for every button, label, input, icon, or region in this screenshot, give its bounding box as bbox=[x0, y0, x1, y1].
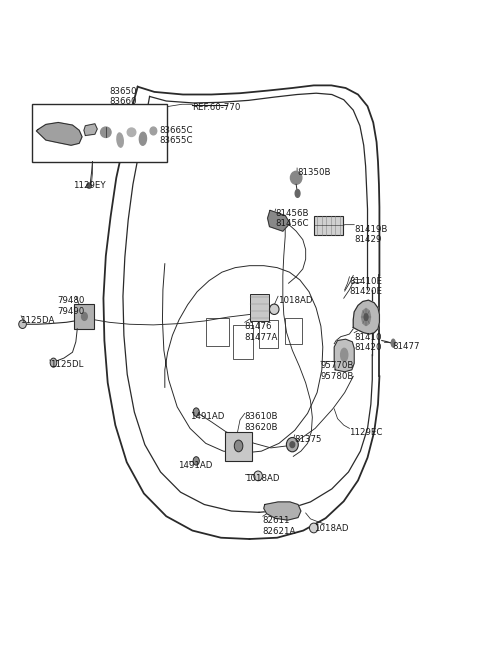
Ellipse shape bbox=[101, 127, 111, 138]
Text: 1491AD: 1491AD bbox=[190, 412, 225, 421]
Text: 81410
81420: 81410 81420 bbox=[354, 333, 382, 352]
Ellipse shape bbox=[295, 189, 300, 197]
Text: 1018AD: 1018AD bbox=[314, 524, 348, 533]
Bar bbox=[32, 104, 167, 162]
Bar bbox=[225, 432, 252, 461]
Ellipse shape bbox=[127, 128, 136, 136]
Polygon shape bbox=[36, 122, 82, 145]
Bar bbox=[259, 320, 278, 348]
Text: 81477: 81477 bbox=[392, 342, 420, 351]
Ellipse shape bbox=[341, 348, 348, 362]
Text: 81456B
81456C: 81456B 81456C bbox=[276, 209, 309, 229]
Text: 1125DA: 1125DA bbox=[20, 316, 55, 325]
Text: 81419B
81429: 81419B 81429 bbox=[354, 225, 387, 244]
Polygon shape bbox=[84, 124, 97, 136]
Text: 79480
79490: 79480 79490 bbox=[57, 296, 84, 316]
Text: 1491AD: 1491AD bbox=[178, 461, 213, 470]
Text: 1125DL: 1125DL bbox=[49, 360, 83, 369]
Text: REF.60-770: REF.60-770 bbox=[192, 103, 241, 112]
Ellipse shape bbox=[139, 132, 146, 145]
Ellipse shape bbox=[364, 314, 368, 320]
Ellipse shape bbox=[117, 133, 123, 147]
Bar bbox=[250, 293, 268, 321]
Text: 82611
82621A: 82611 82621A bbox=[263, 516, 296, 536]
Text: 1129EY: 1129EY bbox=[73, 181, 106, 190]
Polygon shape bbox=[353, 300, 379, 334]
Text: 81350B: 81350B bbox=[297, 168, 331, 177]
Ellipse shape bbox=[234, 440, 243, 452]
Text: 95770B
95780B: 95770B 95780B bbox=[321, 362, 354, 381]
Ellipse shape bbox=[193, 457, 199, 465]
Ellipse shape bbox=[193, 408, 199, 417]
Text: 1018AD: 1018AD bbox=[278, 296, 312, 305]
Ellipse shape bbox=[19, 320, 26, 328]
Bar bbox=[314, 215, 343, 235]
Ellipse shape bbox=[87, 183, 92, 188]
Ellipse shape bbox=[290, 441, 295, 447]
Text: 81375: 81375 bbox=[295, 435, 322, 444]
Text: 1018AD: 1018AD bbox=[245, 474, 279, 483]
Bar bbox=[233, 325, 253, 359]
Ellipse shape bbox=[391, 339, 395, 347]
Polygon shape bbox=[267, 210, 290, 231]
Bar bbox=[285, 318, 302, 344]
Bar bbox=[74, 304, 95, 329]
Text: 81410E
81420E: 81410E 81420E bbox=[349, 276, 383, 296]
Ellipse shape bbox=[50, 358, 57, 367]
Text: 83665C
83655C: 83665C 83655C bbox=[159, 126, 192, 145]
Ellipse shape bbox=[150, 127, 157, 135]
Ellipse shape bbox=[82, 312, 87, 320]
Ellipse shape bbox=[269, 304, 279, 314]
Text: 1129EC: 1129EC bbox=[349, 428, 383, 438]
Ellipse shape bbox=[290, 172, 302, 184]
Text: 83650
83660: 83650 83660 bbox=[109, 86, 137, 106]
Text: 81476
81477A: 81476 81477A bbox=[245, 322, 278, 342]
Ellipse shape bbox=[362, 309, 371, 326]
Polygon shape bbox=[264, 502, 301, 520]
Ellipse shape bbox=[287, 438, 298, 452]
Bar bbox=[206, 318, 228, 346]
Polygon shape bbox=[334, 339, 354, 372]
Text: 83610B
83620B: 83610B 83620B bbox=[245, 412, 278, 432]
Ellipse shape bbox=[310, 523, 318, 533]
Ellipse shape bbox=[254, 471, 263, 481]
